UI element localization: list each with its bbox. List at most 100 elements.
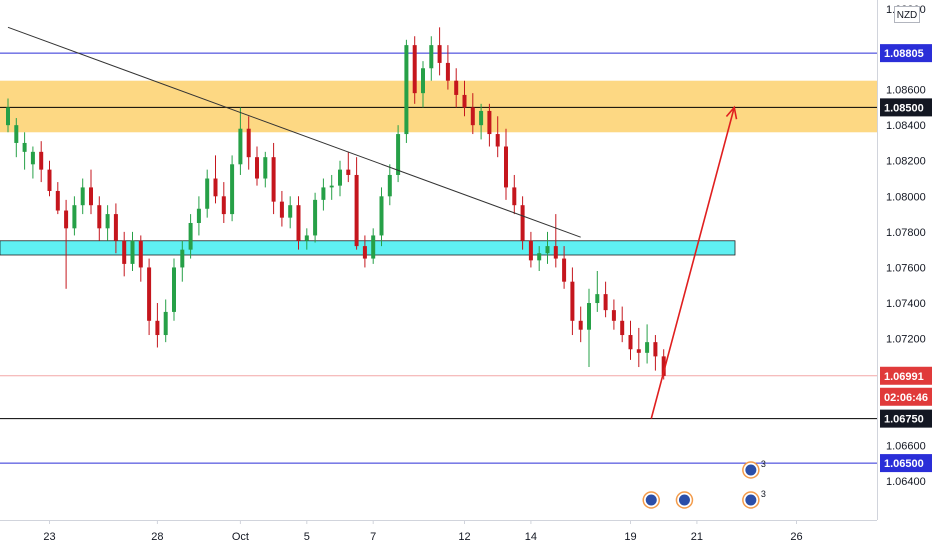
candle-body [72, 205, 77, 229]
candle-body [603, 294, 608, 311]
candle-body [338, 169, 342, 186]
candle-body [354, 174, 359, 247]
candle-body [545, 246, 550, 254]
event-count: 3 [761, 459, 766, 469]
candle-body [379, 196, 384, 236]
candle-body [620, 320, 625, 336]
price-badge-label: 1.08805 [884, 48, 924, 60]
candle-body [296, 205, 301, 241]
y-tick-label: 1.07200 [886, 334, 926, 346]
x-tick-label: 28 [151, 531, 163, 543]
candle-body [520, 205, 525, 241]
candle-body [288, 205, 293, 218]
x-tick-label: 21 [691, 531, 703, 543]
candle-body [570, 281, 575, 321]
candle-body [636, 349, 641, 353]
price-badge [880, 387, 932, 406]
candle-body [255, 157, 259, 179]
y-tick-label: 1.08400 [886, 120, 926, 132]
candle-body [661, 356, 666, 376]
candle-body [553, 246, 558, 259]
y-tick-label: 1.08200 [886, 156, 926, 168]
candle-body [97, 205, 102, 229]
candle-body [396, 134, 401, 175]
candle-body [454, 80, 459, 95]
candle-body [163, 311, 168, 336]
candle-body [504, 146, 508, 188]
candle-body [329, 185, 334, 188]
x-tick-label: 26 [790, 531, 802, 543]
candle-body [39, 151, 44, 170]
candle-body [495, 134, 500, 147]
candle-body [155, 320, 160, 336]
candle-body [172, 267, 176, 312]
candle-body [528, 240, 533, 261]
candle-body [653, 342, 658, 357]
x-tick-label: 23 [43, 531, 55, 543]
candle-body [562, 258, 567, 282]
candle-body [371, 235, 376, 259]
candle-body [470, 107, 475, 126]
trendline [7, 26, 581, 238]
y-tick-label: 1.07600 [886, 262, 926, 274]
candle-body [238, 128, 243, 165]
price-badge [880, 366, 932, 385]
candle-body [404, 45, 409, 135]
candle-body [387, 174, 392, 197]
zone-1 [0, 240, 736, 256]
candle-body [537, 253, 542, 261]
candle-body [362, 246, 367, 259]
candle-body [611, 310, 616, 321]
price-badge-label: 02:06:46 [884, 392, 928, 404]
candle-body [80, 187, 85, 206]
y-tick-label: 1.08600 [886, 85, 926, 97]
candle-body [246, 128, 251, 158]
x-tick-label: 12 [458, 531, 470, 543]
arrow-head [725, 105, 738, 120]
price-badge-label: 1.06991 [884, 371, 924, 383]
price-badge [880, 409, 932, 428]
event-flag-icon [645, 494, 657, 506]
event-flag-icon [745, 494, 757, 506]
candle-body [346, 169, 351, 175]
candle-body [512, 187, 517, 206]
candle-body [64, 210, 69, 229]
candle-body [14, 125, 19, 143]
candle-body [462, 94, 467, 108]
price-badge-label: 1.06500 [884, 458, 924, 470]
zones-layer [0, 80, 877, 256]
candle-body [421, 68, 425, 94]
drawings-layer [7, 26, 738, 419]
candle-body [138, 240, 143, 268]
zone-0 [0, 80, 877, 133]
candle-body [22, 142, 27, 152]
candle-body [437, 45, 442, 63]
candle-body [221, 196, 226, 215]
price-badge [880, 44, 932, 63]
x-tick-label: 7 [370, 531, 376, 543]
price-axis[interactable]: 1.088001.086001.084001.082001.080001.078… [886, 4, 926, 488]
candle-body [122, 240, 127, 264]
y-tick-label: 1.06600 [886, 440, 926, 452]
x-tick-label: 14 [525, 531, 537, 543]
candle-body [412, 45, 417, 94]
time-axis[interactable]: 23 28 Oct 5 7 12 14 19 21 26 [43, 520, 803, 543]
candle-body [479, 110, 484, 126]
candle-body [304, 235, 309, 241]
y-tick-label: 1.06400 [886, 476, 926, 488]
x-tick-label: 19 [624, 531, 636, 543]
projection-arrow [650, 107, 736, 419]
y-tick-label: 1.07400 [886, 298, 926, 310]
candle-body [578, 320, 583, 330]
candle-body [188, 222, 193, 250]
currency-label[interactable]: NZD [894, 6, 920, 23]
y-tick-label: 1.08000 [886, 191, 926, 203]
event-flag-icon [745, 464, 757, 476]
candle-body [147, 267, 152, 321]
candle-body [587, 303, 591, 330]
candle-body [321, 187, 326, 200]
price-badge [880, 454, 932, 473]
candle-body [55, 190, 60, 211]
candle-body [628, 335, 633, 350]
